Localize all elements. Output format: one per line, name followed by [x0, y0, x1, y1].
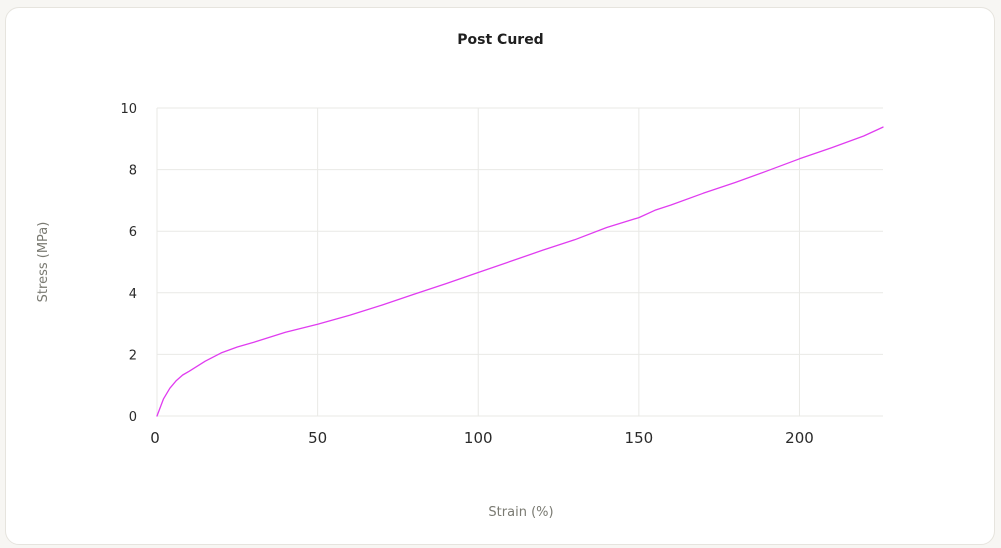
- y-tick-label: 10: [120, 102, 137, 117]
- y-tick-label: 0: [129, 410, 137, 425]
- x-tick-label: 200: [785, 429, 814, 447]
- grid-lines: [156, 107, 883, 417]
- y-tick-label: 4: [129, 287, 137, 302]
- y-tick-labels: 0 2 4 6 8 10: [120, 102, 137, 425]
- series-line-0: [156, 126, 884, 417]
- x-tick-labels: 0 50 100 150 200: [150, 429, 814, 447]
- chart-card: [5, 7, 995, 545]
- x-tick-label: 50: [308, 429, 327, 447]
- chart-title: Post Cured: [457, 32, 544, 48]
- y-tick-label: 6: [129, 225, 137, 240]
- x-tick-label: 100: [464, 429, 493, 447]
- x-tick-label: 0: [150, 429, 160, 447]
- series-layer: [156, 126, 884, 417]
- x-tick-label: 150: [625, 429, 654, 447]
- y-tick-label: 8: [129, 164, 137, 179]
- y-tick-label: 2: [129, 348, 137, 363]
- y-axis-label: Stress (MPa): [36, 222, 51, 303]
- x-axis-label: Strain (%): [488, 505, 553, 520]
